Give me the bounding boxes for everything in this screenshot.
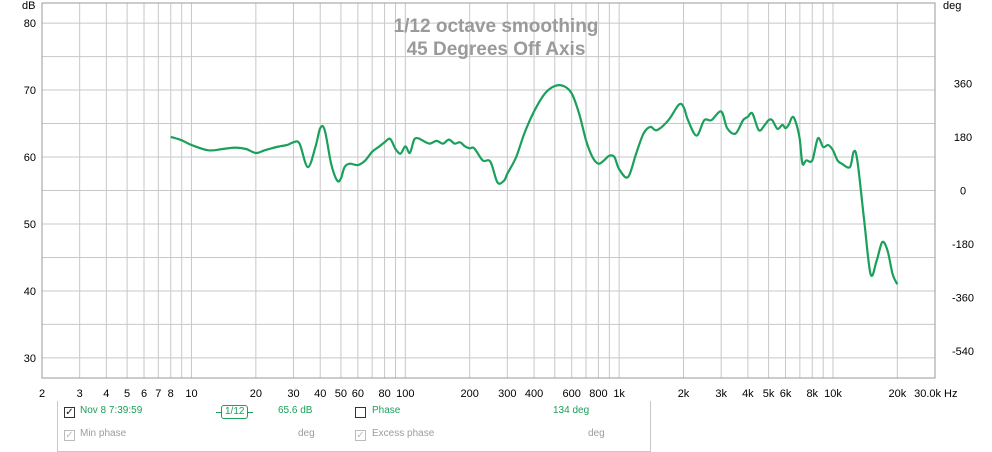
y-tick-label: 40 [24,286,36,298]
y2-tick-label: -360 [952,293,974,305]
y-tick-label: 80 [24,18,36,30]
y2-tick-label: -540 [952,346,974,358]
level-value: 65.6 dB [278,405,313,416]
x-tick-label: 1k [613,388,625,400]
chart-subtitle: 45 Degrees Off Axis [407,39,586,60]
x-tick-label: 5k [763,388,775,400]
x-tick-label: 2 [39,388,45,400]
phase-value: 134 deg [553,405,590,416]
x-tick-label: 6k [780,388,792,400]
x-tick-label: 3k [715,388,727,400]
smoothing-badge[interactable]: 1/12 [215,405,255,419]
x-tick-label: 50 [335,388,347,400]
y-tick-label: 70 [24,85,36,97]
excess-phase-checkbox[interactable]: ✓ [355,430,366,441]
x-tick-label: 10 [185,388,197,400]
x-tick-label: 10k [824,388,842,400]
legend-row-primary: ✓ Nov 8 7:39:59 1/12 65.6 dB Phase 134 d… [58,403,650,421]
series-visible-checkbox[interactable]: ✓ [64,407,75,418]
chart-title: 1/12 octave smoothing [394,16,599,37]
x-tick-label: 30.0k [914,388,941,400]
excess-phase-label: Excess phase [372,428,435,439]
x-tick-label: 8 [168,388,174,400]
y2-tick-label: 0 [960,186,966,198]
excess-phase-unit: deg [588,428,605,439]
x-tick-label: 4 [103,388,109,400]
y2-tick-label: 360 [954,78,972,90]
legend-row-secondary: ✓ Min phase deg ✓ Excess phase deg [58,426,650,444]
plot-area-background [0,0,992,400]
x-tick-label: 60 [352,388,364,400]
x-tick-label: 100 [396,388,414,400]
y2-tick-label: -180 [952,239,974,251]
min-phase-checkbox[interactable]: ✓ [64,430,75,441]
x-tick-label: 5 [124,388,130,400]
x-tick-label: 3 [77,388,83,400]
y-axis-label: dB [22,0,35,12]
x-tick-label: 300 [498,388,516,400]
phase-checkbox[interactable] [355,407,366,418]
y2-tick-label: 180 [954,132,972,144]
x-tick-label: 400 [525,388,543,400]
y-tick-label: 50 [24,219,36,231]
x-tick-label: 6 [141,388,147,400]
chart[interactable]: 2 3 4 5 6 7 8 10 20 30 40 50 60 80 100 200 300 400 600 800 1… [0,0,992,400]
min-phase-label: Min phase [80,428,127,439]
x-tick-label: 80 [378,388,390,400]
x-tick-label: 4k [742,388,754,400]
y-tick-label: 30 [24,353,36,365]
x-tick-label: 8k [806,388,818,400]
legend-panel: ✓ Nov 8 7:39:59 1/12 65.6 dB Phase 134 d… [57,401,651,452]
x-tick-label: 7 [155,388,161,400]
x-tick-label: 200 [460,388,478,400]
axis-ticks: 2 3 4 5 6 7 8 10 20 30 40 50 60 80 100 200 300 400 600 800 1… [24,18,974,400]
series-label: Nov 8 7:39:59 [80,405,143,416]
x-tick-label: 20k [888,388,906,400]
x-tick-label: 600 [563,388,581,400]
x-tick-label: 40 [314,388,326,400]
min-phase-unit: deg [298,428,315,439]
plot-frame [41,2,936,379]
x-tick-label: 30 [287,388,299,400]
x-tick-label: 2k [678,388,690,400]
y2-axis-label: deg [943,0,961,12]
x-tick-label: 20 [250,388,262,400]
phase-label: Phase [372,405,401,416]
y-tick-label: 60 [24,152,36,164]
x-tick-label: 800 [589,388,607,400]
x-axis-unit: Hz [944,388,957,400]
grid [42,3,935,378]
series-line-response [170,84,899,285]
